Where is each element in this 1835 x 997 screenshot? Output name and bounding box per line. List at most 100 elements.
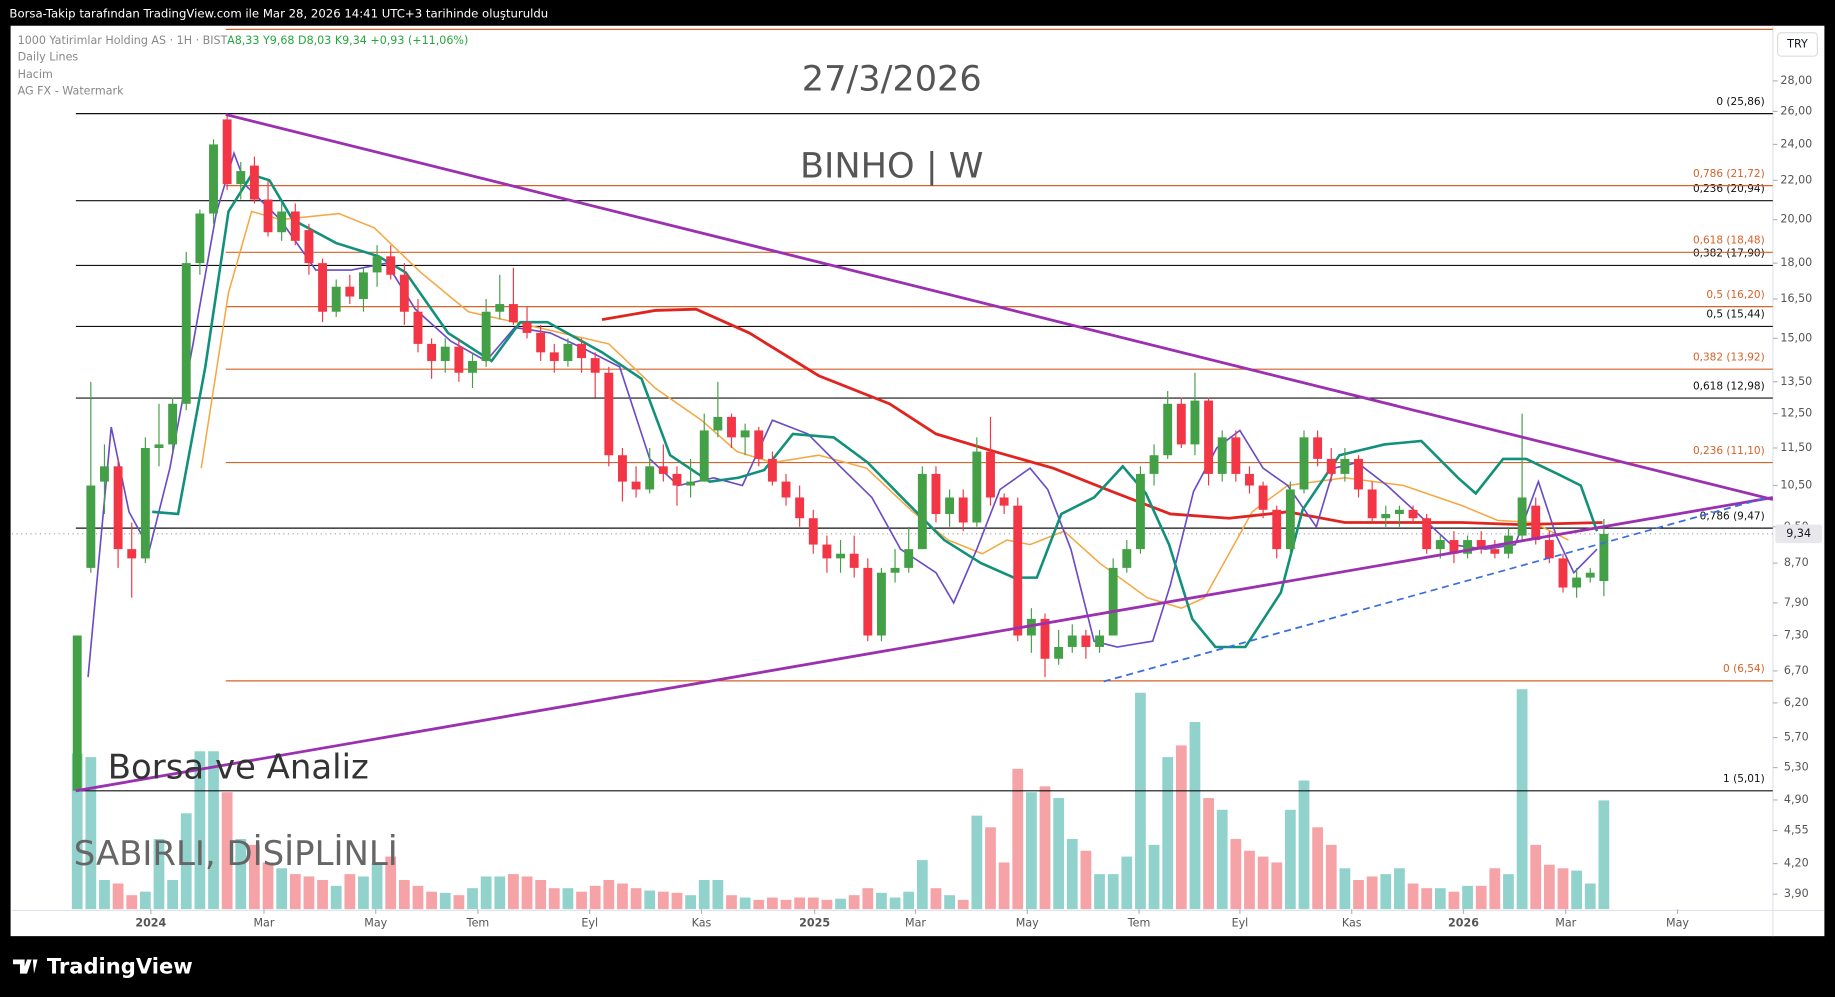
y-tick-label: 10,50 [1780,479,1812,492]
candle-body [972,451,982,523]
volume-bar [1203,798,1214,910]
candle-body [1394,509,1404,514]
candle-body [1135,473,1145,550]
candle-body [277,211,287,233]
candle-body [154,444,164,448]
y-tick-label: 15,00 [1780,331,1812,344]
candle-body [386,256,396,275]
candle-body [1367,489,1377,519]
candle-body [372,256,382,273]
x-tick-label: Mar [905,916,926,929]
volume-bar [180,813,192,910]
candle-body [645,466,655,490]
volume-bar [126,895,138,910]
volume-bar [85,757,97,910]
volume-bar [671,892,683,910]
fib-label: 0 (6,54) [1723,663,1765,675]
candle-body [1231,437,1241,474]
volume-bar [153,839,165,910]
candle-body [1054,646,1064,659]
volume-bar [685,895,696,910]
candle-body [195,213,205,264]
candle-body [1517,497,1527,536]
volume-bar [1107,874,1119,910]
footer-logo: TradingView [12,954,193,979]
candle-body [1572,577,1582,588]
volume-bar [426,891,437,910]
ohlc-legend: A8,33 Y9,68 D8,03 K9,34 +0,93 (+11,06%) [227,34,468,47]
candle-body [767,458,777,482]
x-tick-label: Kas [1342,916,1362,929]
volume-bar [467,888,478,910]
fib-label: 0,236 (20,94) [1693,183,1765,195]
candle-body [1340,458,1350,474]
candle-body [1122,549,1132,568]
volume-bar [1434,888,1446,910]
fib-label: 0,5 (16,20) [1706,289,1764,301]
x-tick-label: Eyl [1232,916,1249,929]
candle-body [345,286,355,297]
volume-bar [1380,874,1392,910]
volume-bar [112,883,124,910]
fib-label: 0,5 (15,44) [1706,309,1764,321]
candle-body [945,497,955,514]
y-tick-label: 20,00 [1780,213,1812,226]
volume-bar [1094,874,1105,910]
volume-bar [848,895,860,910]
volume-bar [562,888,574,910]
candle-body [1108,567,1118,636]
volume-bar [1189,722,1201,910]
volume-bar [262,862,274,910]
x-tick-label: May [364,916,387,929]
candle-body [168,403,178,445]
fib-label: 0 (25,86) [1716,96,1764,108]
fib-label: 0,786 (21,72) [1693,168,1765,180]
volume-bar [548,888,560,910]
x-tick-label: 2024 [135,916,166,929]
y-tick-label: 4,55 [1784,824,1809,837]
volume-bar [221,792,233,910]
candle-body [468,360,477,373]
volume-bar [767,897,778,910]
volume-bar [712,879,724,910]
candle-body [1599,533,1609,582]
volume-bar [249,844,260,910]
volume-bar [1462,885,1473,910]
volume-bar [99,879,110,910]
candle-body [1285,489,1295,550]
candle-body [495,304,505,312]
volume-bar [1080,850,1092,910]
volume-bar [944,895,955,910]
candle-body [577,343,586,359]
volume-bar [439,892,451,910]
candle-body [1040,618,1050,659]
volume-bar [167,879,179,910]
volume-bar [1012,768,1024,910]
candle-body [795,497,805,519]
volume-bar [1339,868,1351,910]
x-tick-label: May [1016,916,1039,929]
currency-box [1777,32,1818,57]
volume-bar [1148,844,1160,910]
volume-bar [1394,868,1405,910]
volume-bar [358,876,369,910]
candle-body [1408,509,1418,519]
candle-body [440,346,450,361]
x-tick-label: Tem [1127,916,1151,929]
candle-body [331,286,341,312]
volume-bar [698,879,710,910]
volume-bar [1516,689,1528,910]
candle-body [1504,535,1513,554]
volume-bar [521,876,533,910]
candle-body [1544,540,1554,559]
overlay: 28,00 26,00 24,00 22,00 20,00 18,00 16,50 15,00… [135,74,1823,929]
candle-body [631,481,641,490]
volume-bar [644,890,656,910]
candle-body [1190,400,1200,445]
fib-label: 0,382 (13,92) [1693,351,1765,363]
trendline [1103,496,1768,683]
volume-bar [930,888,942,910]
volume-bar [385,856,397,910]
candle-body [740,430,750,438]
